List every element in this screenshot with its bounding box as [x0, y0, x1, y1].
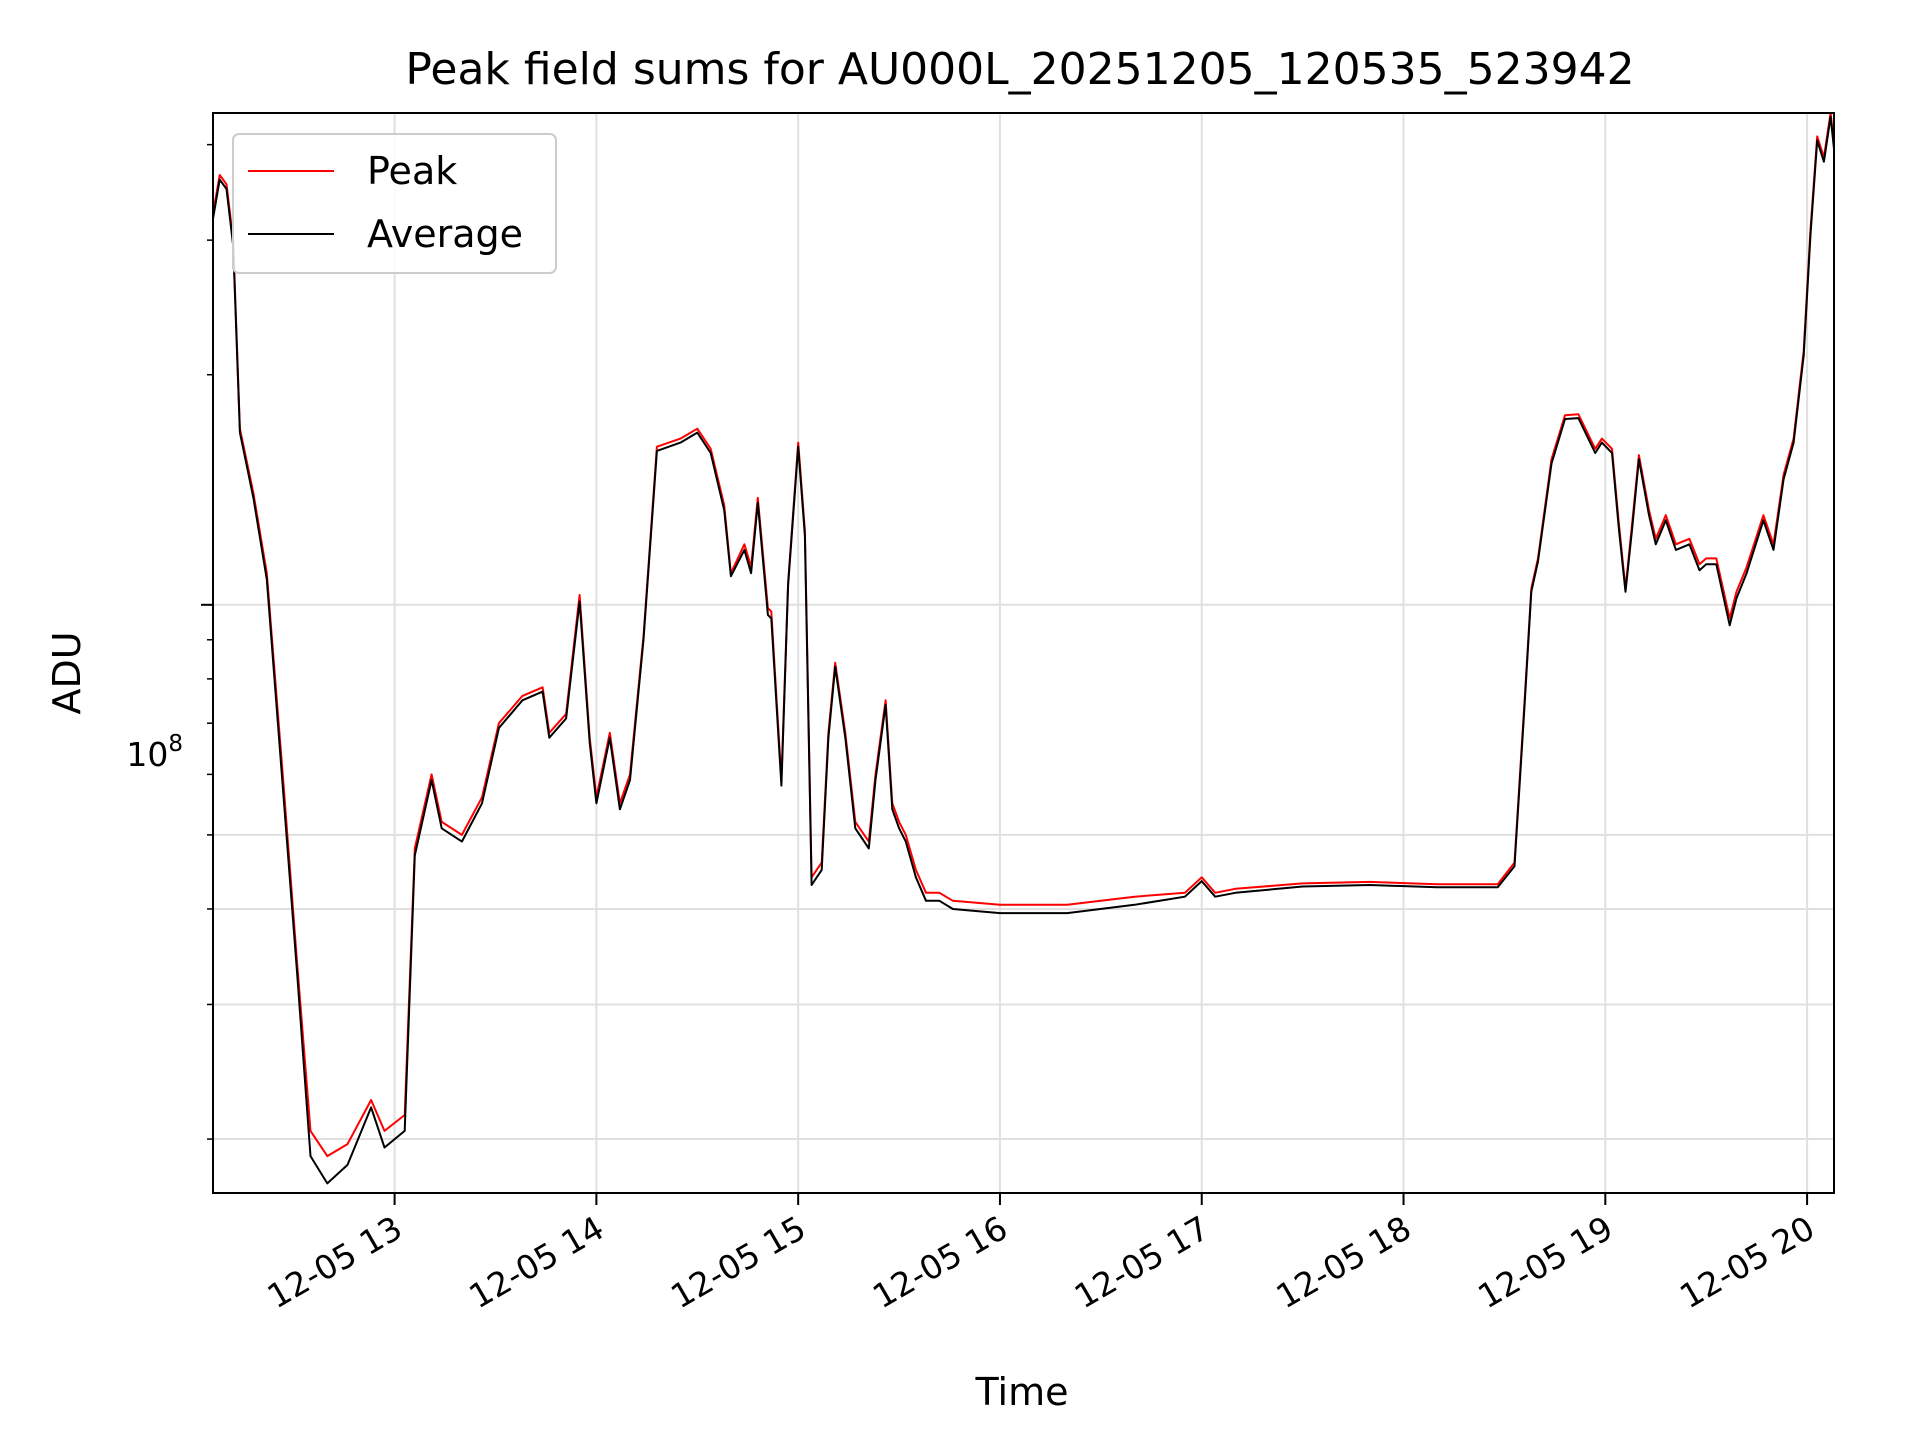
y-axis-label: ADU	[45, 631, 89, 714]
plot-frame	[212, 112, 1835, 1194]
series-line-average	[213, 115, 1834, 1185]
x-axis-label: Time	[975, 1370, 1069, 1414]
chart-title: Peak field sums for AU000L_20251205_1205…	[405, 44, 1634, 95]
legend-label-average: Average	[367, 212, 523, 256]
legend-box	[232, 133, 557, 274]
grid-lines	[213, 113, 1834, 1193]
series-lines	[213, 113, 1834, 1185]
legend: Peak Average	[232, 133, 557, 274]
legend-label-peak: Peak	[367, 149, 457, 193]
